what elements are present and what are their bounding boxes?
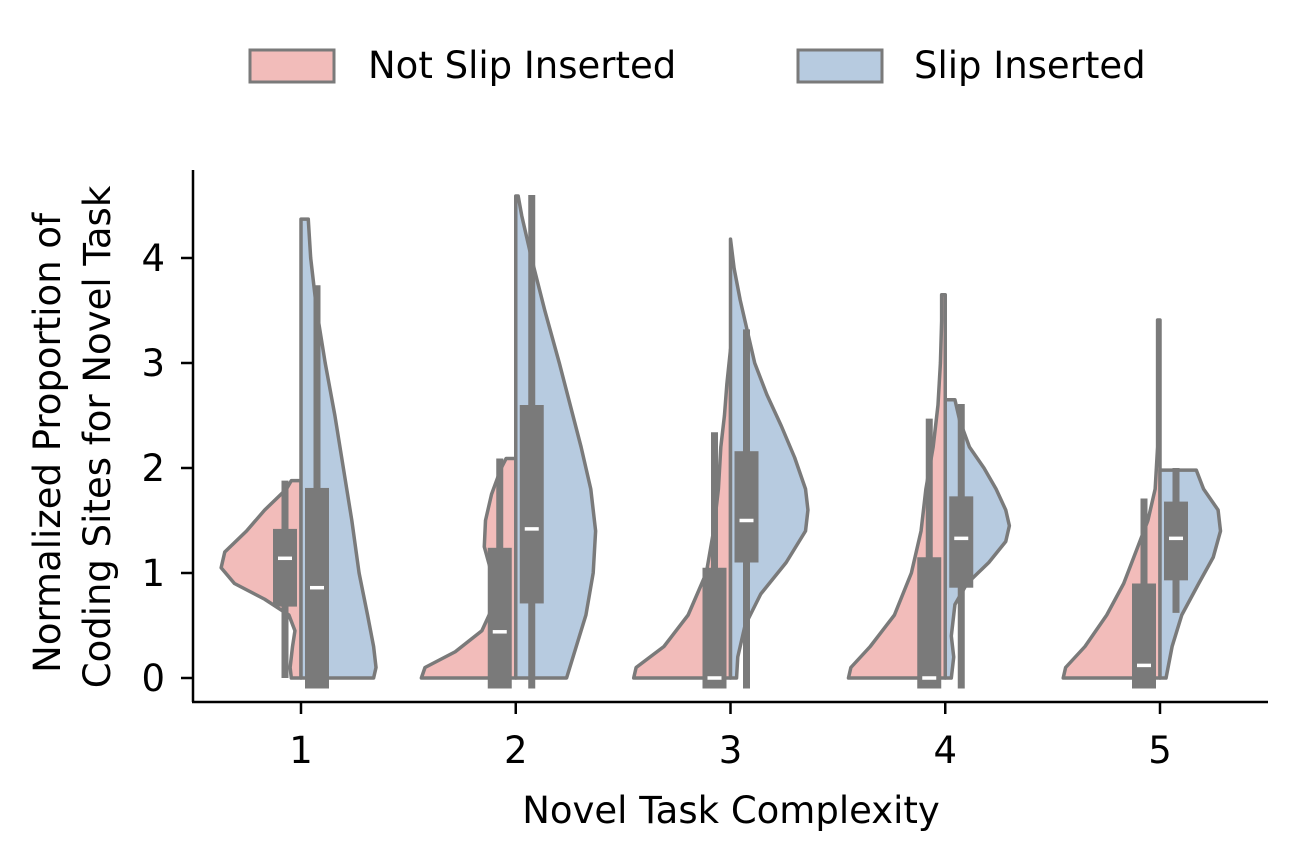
x-tick-label-3: 3: [719, 729, 743, 772]
x-ticks: 1 2 3 4 5: [289, 702, 1172, 772]
y-tick-label-1: 1: [141, 552, 165, 595]
y-tick-label-3: 3: [141, 342, 165, 385]
y-tick-label-2: 2: [141, 447, 165, 490]
x-tick-label-5: 5: [1148, 729, 1172, 772]
box-slip-3: [734, 451, 759, 563]
y-axis-label: Normalized Proportion of Coding Sites fo…: [26, 185, 119, 688]
x-tick-label-4: 4: [933, 729, 957, 772]
legend-swatch-not-slip: [248, 48, 336, 84]
plot-area: [219, 194, 1223, 689]
y-tick-label-4: 4: [141, 237, 165, 280]
y-axis-label-line-2: Coding Sites for Novel Task: [76, 185, 119, 688]
y-axis-label-line-1: Normalized Proportion of: [26, 212, 69, 673]
box-slip-2: [519, 405, 544, 604]
box-not-slip-3: [702, 567, 727, 689]
box-not-slip-5: [1132, 583, 1156, 689]
x-axis-label: Novel Task Complexity: [522, 789, 940, 832]
x-tick-label-1: 1: [289, 729, 313, 772]
box-slip-4: [949, 496, 974, 588]
legend-swatch-slip: [796, 48, 884, 84]
box-not-slip-2: [487, 547, 512, 689]
legend-label-not-slip: Not Slip Inserted: [368, 44, 676, 87]
x-tick-label-2: 2: [504, 729, 528, 772]
box-slip-5: [1164, 501, 1188, 581]
box-not-slip-1: [273, 528, 297, 607]
y-tick-label-0: 0: [141, 657, 165, 700]
legend-label-slip: Slip Inserted: [914, 44, 1146, 87]
legend: Not Slip Inserted Slip Inserted: [248, 44, 1146, 87]
y-ticks: 0 1 2 3 4: [141, 237, 193, 700]
box-not-slip-4: [917, 557, 942, 689]
